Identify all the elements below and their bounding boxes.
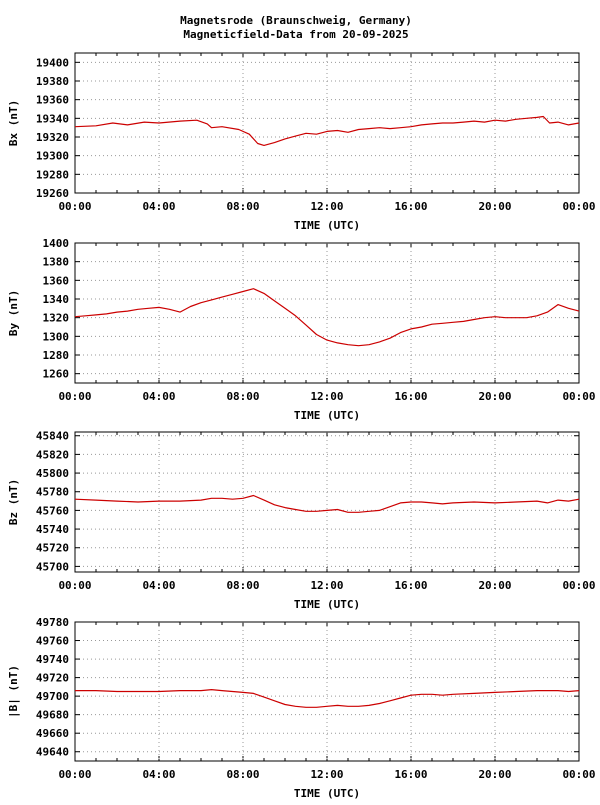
x-tick-label: 16:00 [394, 390, 427, 403]
y-axis-label: Bx (nT) [7, 100, 20, 146]
y-tick-label: 19260 [36, 187, 69, 200]
x-tick-label: 00:00 [562, 200, 595, 213]
figure-title-line1: Magnetsrode (Braunschweig, Germany) [180, 14, 412, 27]
y-tick-label: 1360 [43, 274, 70, 287]
x-tick-label: 16:00 [394, 200, 427, 213]
x-tick-label: 12:00 [310, 579, 343, 592]
y-tick-label: 19320 [36, 131, 69, 144]
x-tick-label: 04:00 [142, 579, 175, 592]
y-tick-label: 19300 [36, 150, 69, 163]
x-tick-label: 00:00 [58, 768, 91, 781]
y-tick-label: 45780 [36, 486, 69, 499]
y-tick-label: 1400 [43, 237, 70, 250]
y-tick-label: 19340 [36, 112, 69, 125]
y-axis-label: |B| (nT) [7, 665, 20, 718]
x-tick-label: 12:00 [310, 768, 343, 781]
y-tick-label: 49760 [36, 635, 69, 648]
x-tick-label: 00:00 [58, 579, 91, 592]
y-tick-label: 1280 [43, 349, 70, 362]
y-tick-label: 45840 [36, 430, 69, 443]
x-tick-label: 00:00 [58, 200, 91, 213]
x-tick-label: 20:00 [478, 768, 511, 781]
y-tick-label: 49780 [36, 616, 69, 629]
series-line [74, 115, 580, 146]
y-tick-label: 1380 [43, 256, 70, 269]
x-tick-label: 00:00 [562, 579, 595, 592]
x-tick-label: 08:00 [226, 200, 259, 213]
x-tick-label: 00:00 [562, 768, 595, 781]
x-tick-label: 12:00 [310, 200, 343, 213]
y-tick-label: 45800 [36, 467, 69, 480]
plot-frame [74, 431, 580, 573]
y-tick-label: 19400 [36, 56, 69, 69]
y-tick-label: 49700 [36, 690, 69, 703]
x-tick-label: 08:00 [226, 768, 259, 781]
series-line [74, 288, 580, 347]
x-tick-label: 04:00 [142, 200, 175, 213]
x-tick-label: 08:00 [226, 579, 259, 592]
plot-frame [74, 621, 580, 762]
y-tick-label: 49720 [36, 672, 69, 685]
series-line [74, 494, 580, 513]
x-tick-label: 04:00 [142, 390, 175, 403]
x-tick-label: 08:00 [226, 390, 259, 403]
y-tick-label: 49680 [36, 709, 69, 722]
plot-frame [74, 242, 580, 384]
x-tick-label: 04:00 [142, 768, 175, 781]
x-tick-label: 20:00 [478, 390, 511, 403]
x-tick-label: 00:00 [58, 390, 91, 403]
x-tick-label: 00:00 [562, 390, 595, 403]
y-tick-label: 19380 [36, 75, 69, 88]
y-tick-label: 19360 [36, 94, 69, 107]
x-tick-label: 12:00 [310, 390, 343, 403]
x-tick-label: 16:00 [394, 768, 427, 781]
y-tick-label: 45740 [36, 523, 69, 536]
y-axis-label: By (nT) [7, 290, 20, 336]
y-tick-label: 49660 [36, 727, 69, 740]
y-tick-label: 19280 [36, 168, 69, 181]
y-axis-label: Bz (nT) [7, 479, 20, 525]
x-axis-label: TIME (UTC) [294, 219, 360, 232]
x-axis-label: TIME (UTC) [294, 409, 360, 422]
y-tick-label: 1340 [43, 293, 70, 306]
figure-title-line2: Magneticfield-Data from 20-09-2025 [183, 28, 408, 41]
x-tick-label: 16:00 [394, 579, 427, 592]
y-tick-label: 45760 [36, 504, 69, 517]
x-tick-label: 20:00 [478, 579, 511, 592]
y-tick-label: 45820 [36, 448, 69, 461]
x-axis-label: TIME (UTC) [294, 787, 360, 800]
y-tick-label: 49740 [36, 653, 69, 666]
y-tick-label: 1320 [43, 312, 70, 325]
series-line [75, 688, 580, 708]
y-tick-label: 49640 [36, 746, 69, 759]
y-tick-label: 45720 [36, 542, 69, 555]
x-axis-label: TIME (UTC) [294, 598, 360, 611]
x-tick-label: 20:00 [478, 200, 511, 213]
y-tick-label: 45700 [36, 560, 69, 573]
y-tick-label: 1300 [43, 330, 70, 343]
y-tick-label: 1260 [43, 368, 70, 381]
